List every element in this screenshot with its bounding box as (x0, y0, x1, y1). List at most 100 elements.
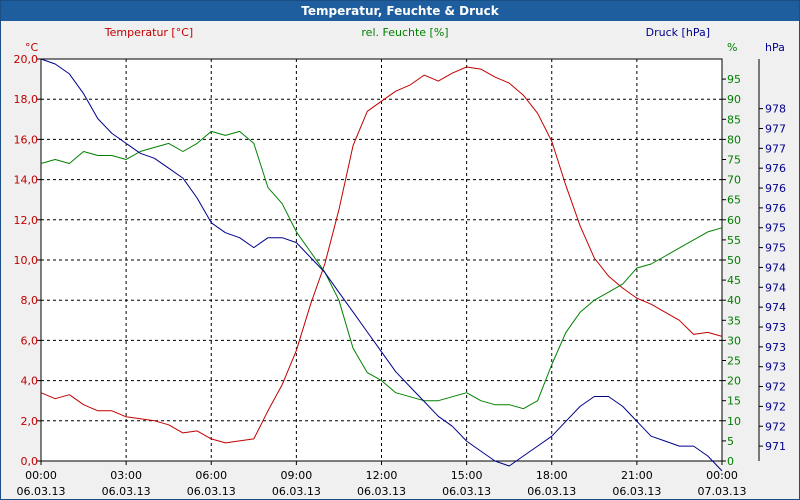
data-point-temperature (437, 80, 439, 82)
humidity-tick-label: 25 (727, 355, 741, 368)
temperature-tick-label: 18,0 (14, 93, 39, 106)
data-point-pressure (693, 445, 695, 447)
data-point-humidity (83, 150, 85, 152)
data-point-pressure (210, 222, 212, 224)
data-point-pressure (40, 58, 42, 60)
data-point-humidity (381, 380, 383, 382)
data-point-pressure (451, 425, 453, 427)
data-point-humidity (551, 364, 553, 366)
x-tick-date-label: 06.03.13 (612, 485, 661, 498)
data-point-humidity (494, 404, 496, 406)
data-point-pressure (352, 311, 354, 313)
humidity-tick-label: 45 (727, 274, 741, 287)
data-point-pressure (636, 420, 638, 422)
data-point-humidity (664, 255, 666, 257)
data-point-temperature (664, 311, 666, 313)
temperature-unit-label: °C (25, 41, 39, 54)
data-point-pressure (664, 440, 666, 442)
data-point-pressure (593, 395, 595, 397)
humidity-tick-label: 75 (727, 154, 741, 167)
data-point-humidity (636, 267, 638, 269)
data-point-temperature (111, 410, 113, 412)
humidity-tick-label: 60 (727, 214, 741, 227)
data-point-humidity (395, 392, 397, 394)
data-point-temperature (381, 100, 383, 102)
data-point-pressure (608, 395, 610, 397)
data-point-humidity (239, 130, 241, 132)
data-point-temperature (494, 76, 496, 78)
data-point-temperature (83, 404, 85, 406)
data-point-temperature (678, 319, 680, 321)
data-point-humidity (295, 231, 297, 233)
data-point-pressure (366, 331, 368, 333)
data-point-pressure (182, 177, 184, 179)
x-tick-time-label: 12:00 (366, 469, 398, 482)
data-point-humidity (565, 331, 567, 333)
data-point-pressure (168, 167, 170, 169)
data-point-temperature (622, 287, 624, 289)
temperature-tick-label: 4,0 (21, 375, 39, 388)
data-point-pressure (508, 465, 510, 467)
series-line-humidity (40, 130, 723, 410)
humidity-tick-label: 55 (727, 234, 741, 247)
data-point-temperature (721, 335, 723, 337)
humidity-tick-label: 15 (727, 395, 741, 408)
humidity-tick-label: 90 (727, 93, 741, 106)
temperature-tick-label: 16,0 (14, 133, 39, 146)
pressure-tick-label: 974 (765, 261, 786, 274)
series-line-pressure (40, 58, 723, 472)
data-point-temperature (395, 90, 397, 92)
data-point-pressure (395, 371, 397, 373)
pressure-tick-label: 972 (765, 420, 786, 433)
data-point-humidity (579, 311, 581, 313)
data-point-humidity (253, 142, 255, 144)
data-point-temperature (480, 68, 482, 70)
data-point-humidity (593, 299, 595, 301)
data-point-humidity (721, 227, 723, 229)
data-point-humidity (409, 396, 411, 398)
data-point-temperature (466, 66, 468, 68)
pressure-tick-label: 973 (765, 361, 786, 374)
data-point-temperature (579, 225, 581, 227)
x-tick-date-label: 06.03.13 (357, 485, 406, 498)
data-point-humidity (466, 392, 468, 394)
x-tick-date-label: 07.03.13 (698, 485, 747, 498)
data-point-temperature (168, 424, 170, 426)
data-point-humidity (508, 404, 510, 406)
data-point-temperature (352, 144, 354, 146)
data-point-temperature (267, 410, 269, 412)
data-point-pressure (678, 445, 680, 447)
data-point-pressure (565, 420, 567, 422)
humidity-tick-label: 0 (727, 455, 734, 468)
data-point-pressure (68, 73, 70, 75)
data-point-temperature (423, 74, 425, 76)
humidity-tick-label: 95 (727, 73, 741, 86)
data-point-pressure (721, 470, 723, 472)
data-point-pressure (154, 157, 156, 159)
data-point-temperature (281, 384, 283, 386)
humidity-unit-label: % (727, 41, 737, 54)
data-point-pressure (579, 405, 581, 407)
data-point-humidity (451, 396, 453, 398)
temperature-tick-label: 0,0 (21, 455, 39, 468)
data-point-pressure (466, 440, 468, 442)
pressure-tick-label: 972 (765, 400, 786, 413)
pressure-tick-label: 976 (765, 182, 786, 195)
x-tick-time-label: 21:00 (621, 469, 653, 482)
data-point-temperature (324, 263, 326, 265)
data-point-humidity (522, 408, 524, 410)
humidity-tick-label: 85 (727, 113, 741, 126)
pressure-unit-label: hPa (765, 41, 785, 54)
x-tick-date-label: 06.03.13 (102, 485, 151, 498)
pressure-tick-label: 977 (765, 142, 786, 155)
x-tick-time-label: 03:00 (110, 469, 142, 482)
data-point-pressure (381, 351, 383, 353)
series-line-temperature (40, 66, 723, 444)
temperature-tick-label: 20,0 (14, 53, 39, 66)
data-point-temperature (68, 394, 70, 396)
pressure-tick-label: 972 (765, 381, 786, 394)
humidity-tick-label: 10 (727, 415, 741, 428)
temperature-tick-label: 12,0 (14, 214, 39, 227)
data-point-pressure (97, 118, 99, 120)
